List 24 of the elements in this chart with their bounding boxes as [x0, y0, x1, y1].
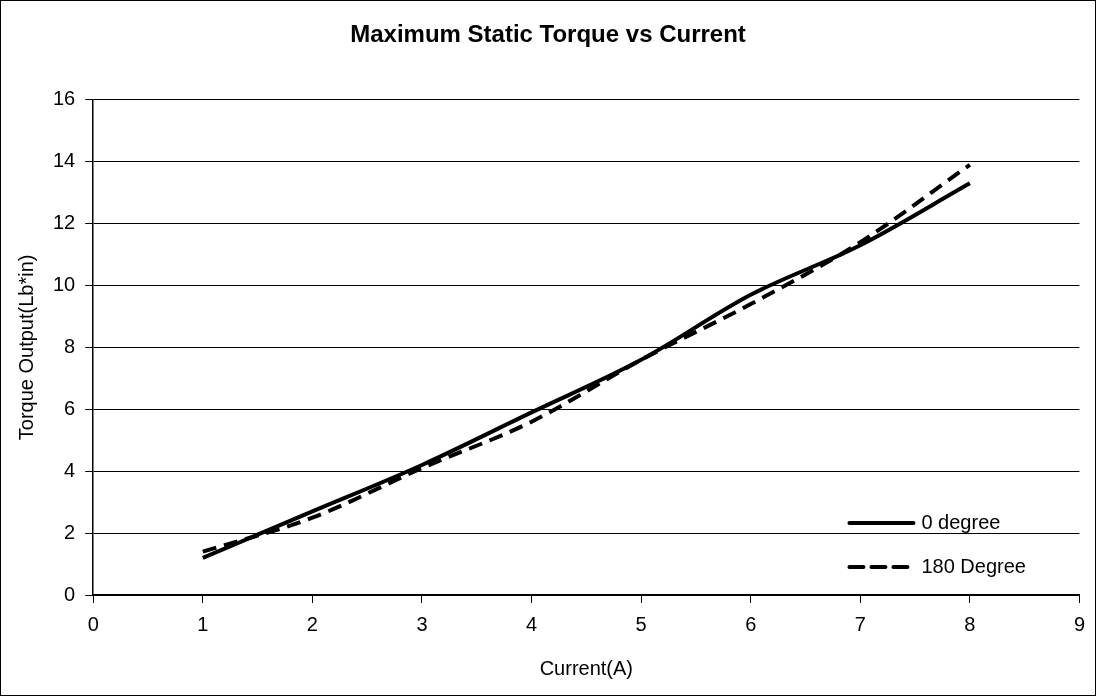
- x-tick-label: 5: [635, 612, 647, 635]
- x-tick-label: 4: [525, 612, 538, 635]
- y-tick-label: 14: [53, 149, 76, 172]
- x-axis-title: Current(A): [539, 656, 634, 679]
- y-tick-label: 8: [64, 334, 76, 357]
- y-tick-label: 12: [53, 211, 76, 234]
- y-tick-label: 6: [64, 396, 76, 419]
- legend-label: 180 Degree: [921, 554, 1026, 577]
- y-tick-label: 16: [53, 87, 76, 110]
- y-tick-label: 4: [64, 458, 76, 481]
- legend-label: 0 degree: [921, 510, 1001, 533]
- y-tick-label: 0: [64, 582, 76, 605]
- x-tick-label: 9: [1073, 612, 1085, 635]
- x-tick-label: 6: [745, 612, 757, 635]
- x-tick-label: 1: [197, 612, 209, 635]
- y-tick-label: 10: [53, 273, 76, 296]
- x-tick-label: 2: [306, 612, 318, 635]
- x-tick-label: 8: [964, 612, 976, 635]
- chart-title: Maximum Static Torque vs Current: [350, 20, 746, 48]
- x-tick-label: 3: [416, 612, 428, 635]
- x-tick-label: 7: [854, 612, 866, 635]
- y-tick-label: 2: [64, 520, 76, 543]
- y-axis-title: Torque Output(Lb*in): [14, 254, 37, 441]
- x-tick-label: 0: [87, 612, 99, 635]
